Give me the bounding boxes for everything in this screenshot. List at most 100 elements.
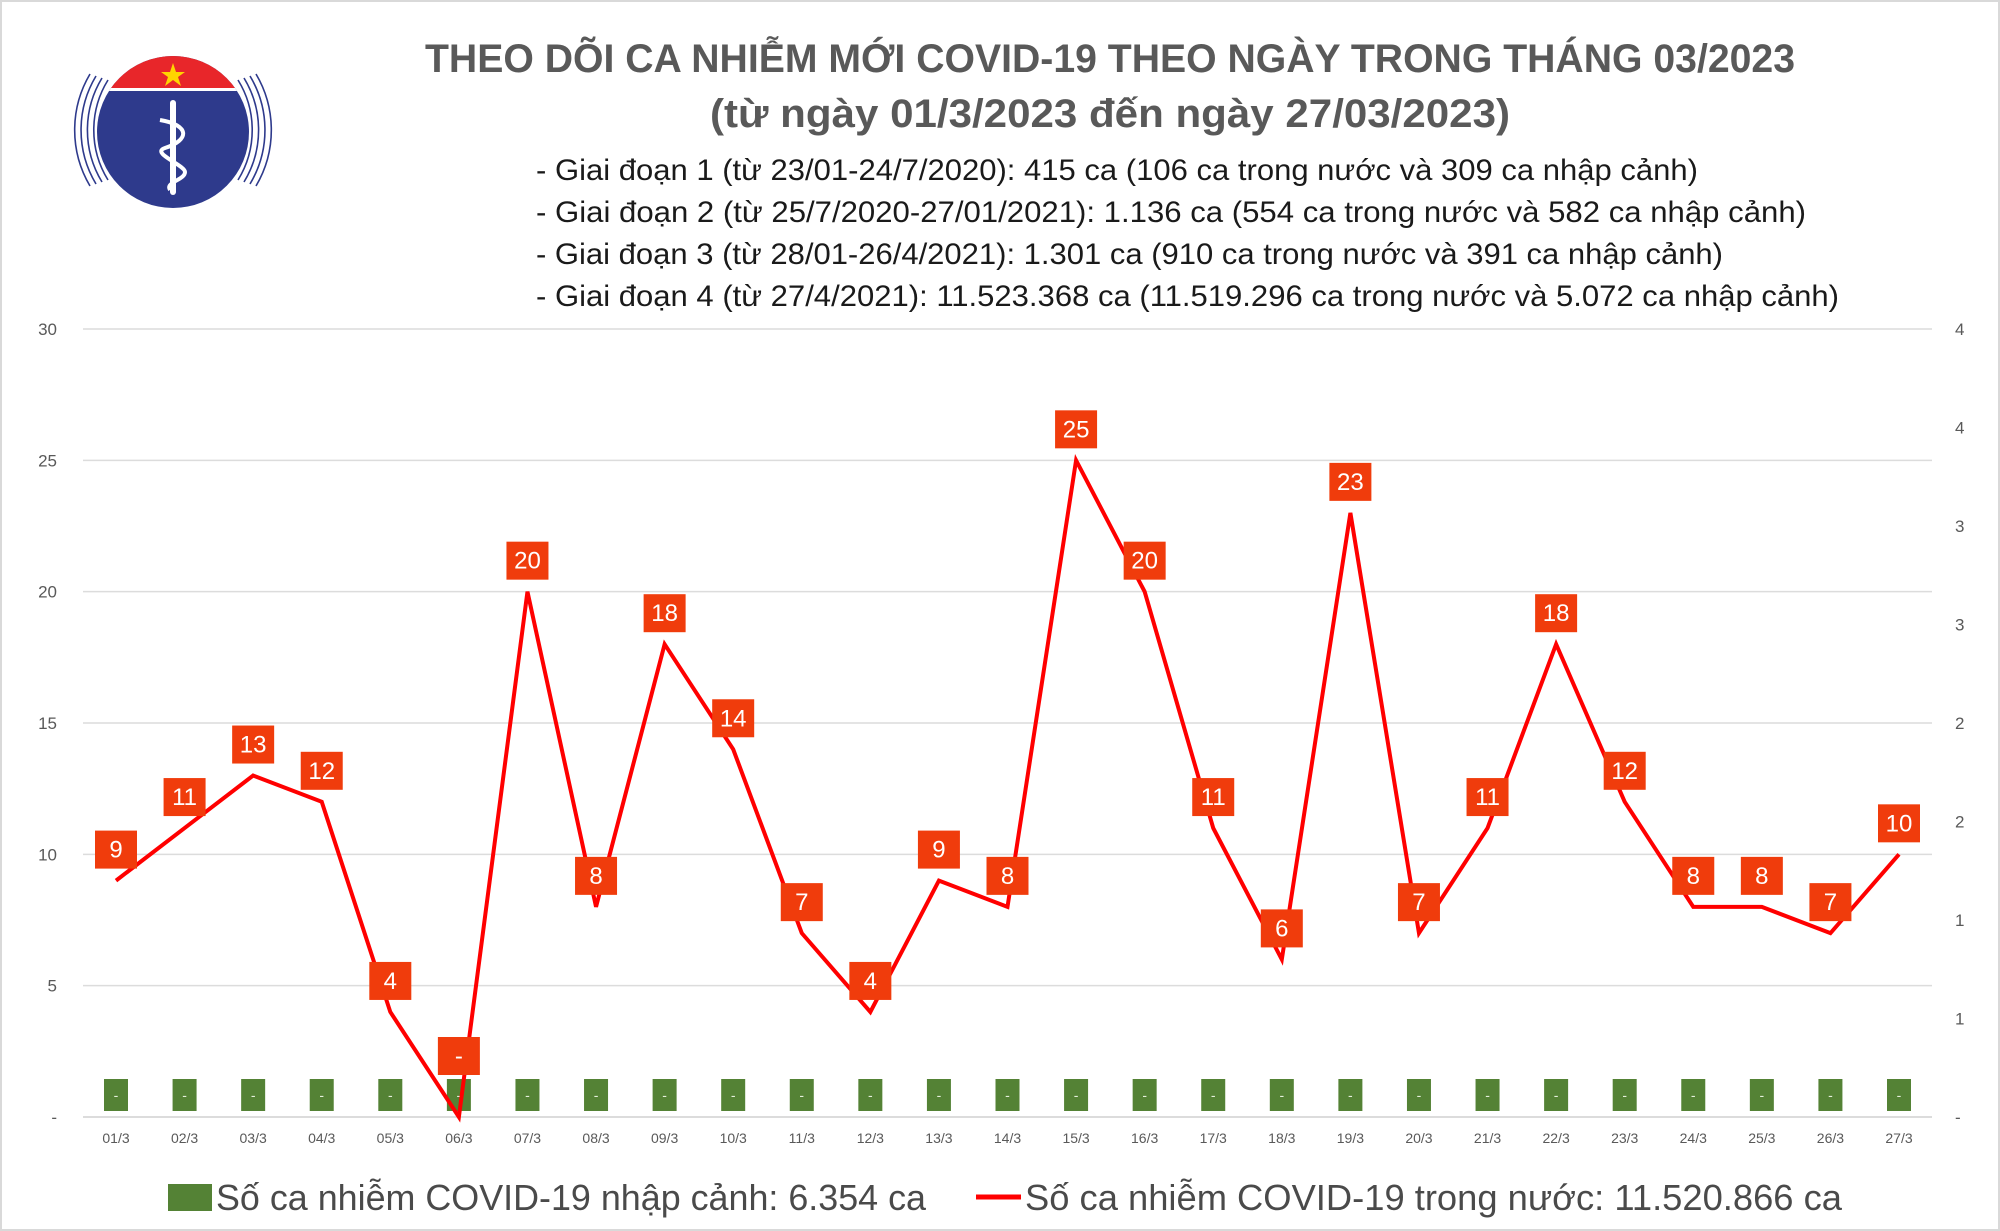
gridlines: [83, 328, 1932, 1118]
domestic-data-label: 7: [780, 883, 823, 922]
data-label-text: 8: [1687, 863, 1700, 890]
data-label-box: [780, 883, 823, 922]
import-bar-rect: [309, 1079, 334, 1111]
data-label-text: 20: [514, 548, 541, 575]
right-tick-label: 1: [1955, 1010, 1964, 1029]
data-label-text: 11: [172, 784, 197, 811]
domestic-data-label: 12: [300, 751, 343, 790]
import-bar: -: [378, 1079, 403, 1111]
domestic-data-label: 25: [1055, 410, 1098, 449]
x-tick-label: 17/3: [1200, 1130, 1227, 1146]
import-bar-rect: [1887, 1079, 1911, 1111]
data-label-text: 4: [384, 968, 397, 995]
import-bar-label: -: [1279, 1087, 1284, 1103]
x-tick-label: 20/3: [1405, 1130, 1432, 1146]
import-bar-rect: [1132, 1079, 1157, 1111]
domestic-data-label: 4: [849, 961, 892, 1000]
domestic-line-path: [114, 453, 1901, 1123]
x-tick-label: 12/3: [857, 1130, 884, 1146]
data-label-box: [986, 856, 1029, 895]
data-label-text: 8: [1755, 863, 1768, 890]
import-bar-rect: [1064, 1079, 1089, 1111]
import-bar: -: [1887, 1079, 1911, 1111]
import-bar: -: [721, 1079, 746, 1111]
domestic-data-label: 23: [1329, 462, 1372, 501]
data-label-box: [1740, 856, 1783, 895]
import-bar-rect: [515, 1079, 540, 1111]
data-label-text: 13: [240, 732, 267, 759]
data-label-text: 14: [720, 705, 747, 732]
phase-3-summary: - Giai đoạn 3 (từ 28/01-26/4/2021): 1.30…: [536, 238, 1723, 271]
x-tick-label: 02/3: [171, 1130, 198, 1146]
x-axis-ticks: 01/3 02/3 03/3 04/3 05/3 06/3 07/3 08/3 09/3 10/3…: [102, 1130, 1912, 1146]
data-label-box: [1466, 778, 1509, 817]
x-tick-label: 13/3: [925, 1130, 952, 1146]
x-tick-label: 27/3: [1885, 1130, 1912, 1146]
domestic-data-label: 8: [575, 856, 618, 895]
data-label-text: 6: [1275, 915, 1288, 942]
data-label-box: [1603, 751, 1646, 790]
data-label-text: 8: [589, 863, 602, 890]
legend-import-swatch: [168, 1184, 212, 1211]
data-label-box: [1535, 594, 1578, 633]
x-tick-label: 07/3: [514, 1130, 541, 1146]
data-label-box: [1055, 410, 1098, 449]
import-bar: -: [1338, 1079, 1363, 1111]
import-bar-rect: [1612, 1079, 1637, 1111]
x-tick-label: 22/3: [1542, 1130, 1569, 1146]
import-bar: -: [515, 1079, 540, 1111]
import-bar: -: [926, 1079, 951, 1111]
import-bar: -: [104, 1079, 128, 1111]
x-tick-label: 14/3: [994, 1130, 1021, 1146]
import-bar-rect: [1269, 1079, 1294, 1111]
import-bar-label: -: [799, 1087, 804, 1103]
import-bar-rect: [789, 1079, 814, 1111]
phase-4-summary: - Giai đoạn 4 (từ 27/4/2021): 11.523.368…: [536, 280, 1839, 313]
import-bar-label: -: [662, 1087, 667, 1103]
data-label-box: [575, 856, 618, 895]
right-axis-ticks: - 1 1 2 2 3 3 4 4: [1955, 320, 1964, 1127]
legend: Số ca nhiễm COVID-19 nhập cảnh: 6.354 ca…: [168, 1177, 1843, 1218]
import-bar-label: -: [182, 1087, 187, 1103]
domestic-data-label: 8: [1740, 856, 1783, 895]
import-bar: -: [584, 1079, 609, 1111]
import-bar: -: [1475, 1079, 1500, 1111]
import-bar-label: -: [937, 1087, 942, 1103]
import-bar-rect: [1681, 1079, 1706, 1111]
left-tick-label: 30: [38, 320, 57, 339]
data-label-box: [1192, 778, 1235, 817]
left-tick-label: 20: [38, 583, 57, 602]
data-label-box: [1260, 909, 1303, 948]
data-label-text: 18: [651, 600, 678, 627]
import-bar-rect: [172, 1079, 197, 1111]
domestic-data-label: 11: [163, 778, 206, 817]
data-label-box: [1123, 541, 1166, 580]
left-tick-label: 10: [38, 845, 57, 864]
domestic-data-label: 6: [1260, 909, 1303, 948]
data-label-text: 12: [308, 758, 335, 785]
import-bar-rect: [652, 1079, 677, 1111]
data-label-text: 25: [1063, 416, 1090, 443]
chart-title: THEO DÕI CA NHIỄM MỚI COVID-19 THEO NGÀY…: [425, 35, 1795, 81]
domestic-data-label: 7: [1397, 883, 1440, 922]
import-bar-label: -: [114, 1087, 119, 1103]
legend-domestic-label: Số ca nhiễm COVID-19 trong nước: 11.520.…: [1025, 1177, 1843, 1218]
x-tick-label: 21/3: [1474, 1130, 1501, 1146]
data-label-box: [1878, 804, 1920, 843]
import-bar: -: [1612, 1079, 1637, 1111]
data-label-text: 8: [1001, 863, 1014, 890]
import-bar-label: -: [457, 1087, 462, 1103]
import-bar-label: -: [319, 1087, 324, 1103]
data-label-text: 4: [864, 968, 877, 995]
import-bar-rect: [1406, 1079, 1431, 1111]
phase-2-summary: - Giai đoạn 2 (từ 25/7/2020-27/01/2021):…: [536, 196, 1806, 229]
data-label-text: 23: [1337, 469, 1364, 496]
left-axis-ticks: - 5 10 15 20 25 30: [38, 320, 57, 1127]
x-tick-label: 24/3: [1680, 1130, 1707, 1146]
chart-subtitle: (từ ngày 01/3/2023 đến ngày 27/03/2023): [710, 92, 1510, 136]
domestic-data-label: 18: [643, 594, 686, 633]
domestic-data-label: 20: [1123, 541, 1166, 580]
data-label-text: 7: [1412, 889, 1425, 916]
import-bar: -: [1406, 1079, 1431, 1111]
domestic-data-label: 4: [369, 961, 412, 1000]
